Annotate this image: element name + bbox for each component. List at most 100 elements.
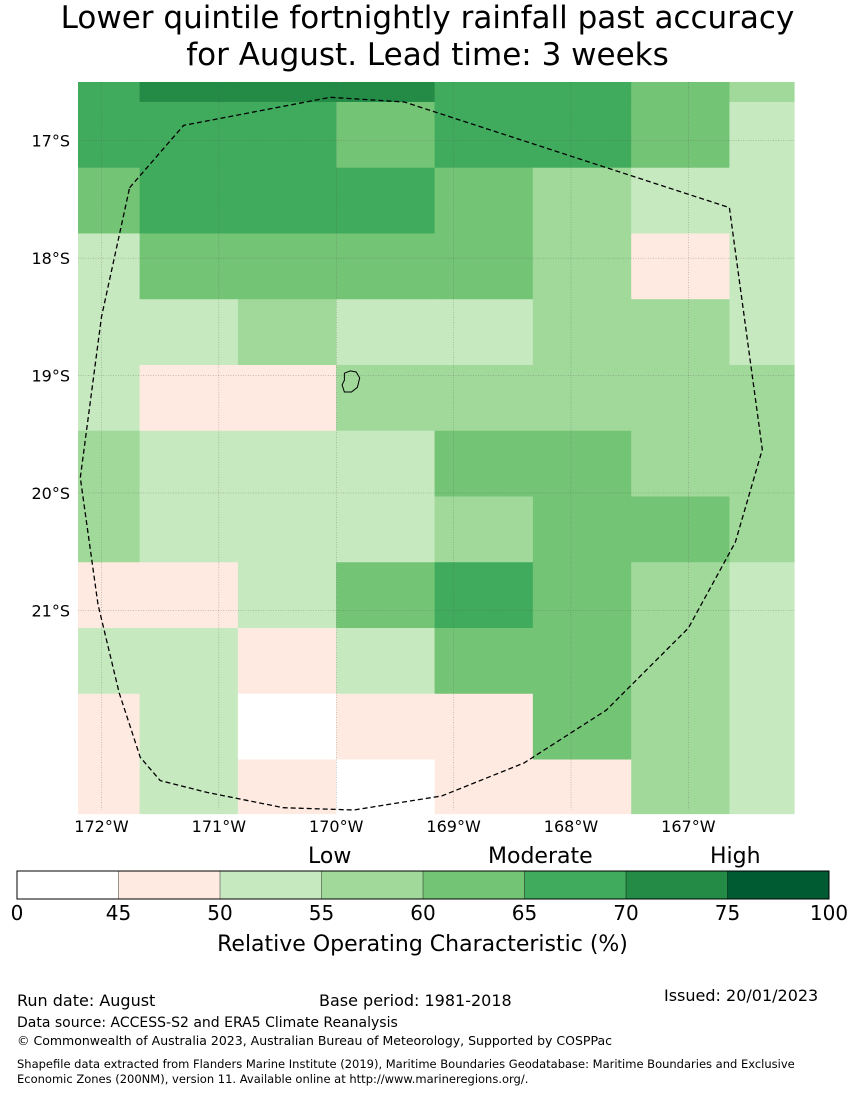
grid-cell [532, 693, 632, 761]
grid-cell [336, 167, 436, 235]
grid-cell [139, 562, 239, 629]
shapefile-credit-line-1: Shapefile data extracted from Flanders M… [17, 1057, 795, 1071]
roc-map: 17°S 18°S 19°S 20°S 21°S 172°W 171°W 170°W 169°… [31, 82, 795, 836]
colorbar-tick-label: 75 [714, 901, 741, 925]
grid-cell [729, 299, 795, 366]
grid-cell [336, 430, 436, 498]
colorbar-tick-label: 65 [511, 901, 538, 925]
grid-cell [434, 101, 534, 169]
colorbar-tick-label: 60 [410, 901, 436, 925]
colorbar-tick-label: 70 [613, 901, 639, 925]
grid-cell [532, 628, 632, 695]
grid-cell [729, 101, 795, 169]
grid-cell [336, 364, 436, 432]
colorbar-category-moderate: Moderate [488, 844, 593, 869]
grid-cell [434, 693, 534, 761]
grid-cell [434, 364, 534, 432]
grid-cell [532, 364, 632, 432]
shapefile-credit-line-2: Economic Zones (200NM), version 11. Avai… [17, 1072, 529, 1086]
colorbar-swatch [727, 871, 830, 899]
grid-cell [631, 233, 731, 300]
grid-cell [139, 693, 239, 761]
grid-cell [78, 299, 141, 366]
colorbar-swatch [17, 871, 119, 899]
colorbar-swatch [118, 871, 221, 899]
grid-cell [631, 167, 731, 235]
grid-cell [729, 628, 795, 695]
grid-cell [631, 628, 731, 695]
grid-cell [139, 167, 239, 235]
grid-cell [336, 496, 436, 563]
grid-cell [729, 693, 795, 761]
grid-cell [237, 167, 337, 235]
grid-cell [237, 233, 337, 300]
roc-grid-cells [78, 82, 795, 815]
grid-cell [729, 496, 795, 563]
colorbar-tick-label: 50 [207, 901, 233, 925]
latitude-tick-label: 18°S [31, 249, 70, 268]
grid-cell [336, 299, 436, 366]
grid-cell [139, 628, 239, 695]
grid-cell [78, 233, 141, 300]
base-period: Base period: 1981-2018 [319, 991, 512, 1010]
eez-boundary [79, 96, 763, 811]
colorbar-swatch [220, 871, 322, 899]
longitude-tick-label: 168°W [544, 817, 599, 836]
grid-cell [139, 496, 239, 563]
grid-cell [78, 562, 141, 629]
colorbar-tick-label: 100 [809, 901, 849, 925]
longitude-tick-label: 169°W [426, 817, 481, 836]
grid-cell [729, 759, 795, 815]
grid-cell [78, 430, 141, 498]
grid-cell [237, 299, 337, 366]
colorbar-tick-label: 45 [105, 901, 132, 925]
grid-cell [336, 562, 436, 629]
grid-cell [139, 299, 239, 366]
colorbar-swatch [524, 871, 627, 899]
colorbar-swatch [626, 871, 728, 899]
grid-cell [237, 628, 337, 695]
run-date: Run date: August [17, 991, 156, 1010]
grid-cell [631, 101, 731, 169]
grid-cell [139, 82, 239, 103]
grid-cell [532, 496, 632, 563]
grid-cell [336, 693, 436, 761]
map-gridlines [78, 82, 794, 810]
colorbar-category-high: High [710, 844, 761, 869]
grid-cell [729, 364, 795, 432]
grid-cell [434, 299, 534, 366]
grid-cell [434, 167, 534, 235]
grid-cell [631, 364, 731, 432]
grid-cell [237, 562, 337, 629]
map-title: Lower quintile fortnightly rainfall past… [0, 0, 855, 74]
grid-cell [237, 101, 337, 169]
longitude-tick-label: 172°W [74, 817, 129, 836]
grid-cell [532, 299, 632, 366]
grid-cell [434, 496, 534, 563]
grid-cell [729, 167, 795, 235]
colorbar-title: Relative Operating Characteristic (%) [217, 932, 628, 957]
title-line-1: Lower quintile fortnightly rainfall past… [60, 0, 795, 36]
grid-cell [78, 628, 141, 695]
title-line-2: for August. Lead time: 3 weeks [186, 37, 669, 73]
grid-cell [434, 82, 534, 103]
grid-cell [631, 562, 731, 629]
grid-cell [237, 430, 337, 498]
grid-cell [139, 101, 239, 169]
grid-cell [631, 693, 731, 761]
grid-cell [336, 101, 436, 169]
grid-cell [631, 82, 731, 103]
latitude-tick-label: 21°S [31, 601, 70, 620]
data-source: Data source: ACCESS-S2 and ERA5 Climate … [17, 1015, 398, 1031]
grid-cell [78, 759, 141, 815]
grid-cell [532, 101, 632, 169]
colorbar-category-low: Low [308, 844, 352, 869]
grid-cell [78, 101, 141, 169]
grid-cell [237, 82, 337, 103]
grid-cell [237, 496, 337, 563]
grid-cell [631, 759, 731, 815]
latitude-tick-labels: 17°S 18°S 19°S 20°S 21°S [31, 132, 70, 621]
grid-cell [729, 233, 795, 300]
grid-cell [336, 82, 436, 103]
grid-cell [532, 562, 632, 629]
